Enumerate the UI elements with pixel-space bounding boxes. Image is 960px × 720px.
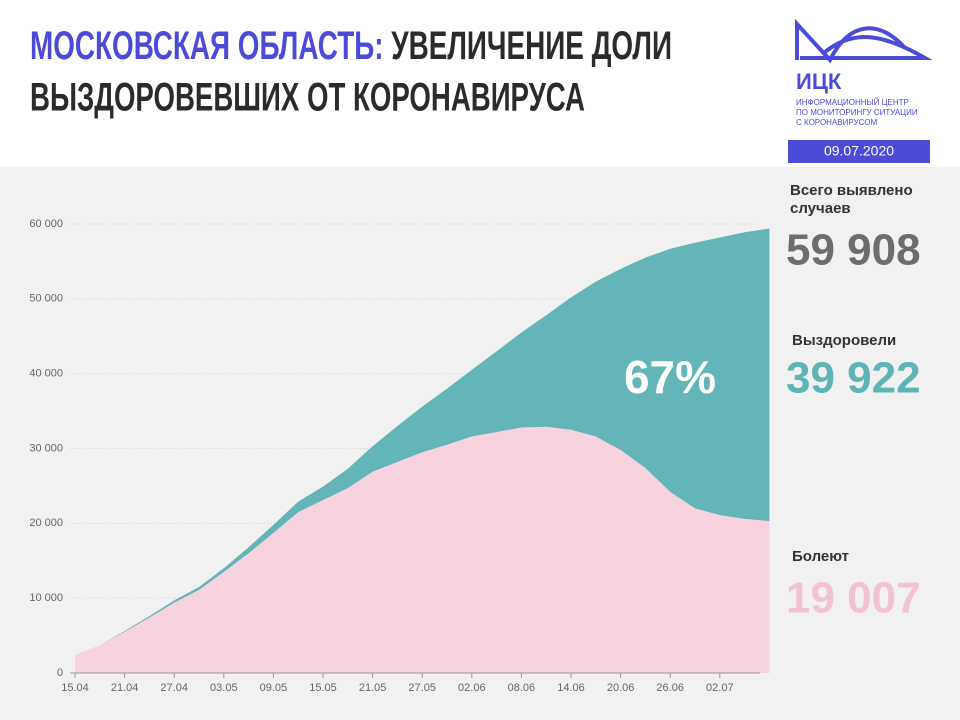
annotation: 67%	[624, 351, 716, 403]
logo-name: ИЦК	[796, 69, 842, 94]
x-tick-label: 08.06	[508, 682, 536, 694]
logo-text: С КОРОНАВИРУСОМ	[796, 118, 877, 127]
x-tick-label: 02.07	[706, 682, 734, 694]
total-label-box: Всего выявлено случаев	[790, 182, 913, 217]
total-label: Всего выявлено случаев	[790, 182, 913, 217]
x-tick-label: 21.04	[111, 682, 139, 694]
date-box	[788, 140, 930, 163]
legend-label: Болеют	[792, 548, 849, 565]
date: 09.07.2020	[824, 143, 894, 159]
total-value: 59 908	[786, 226, 921, 275]
y-tick-label: 20 000	[29, 517, 63, 529]
y-tick-label: 60 000	[29, 218, 63, 230]
area	[75, 426, 770, 673]
x-tick-label: 14.06	[557, 682, 585, 694]
title-line-1: МОСКОВСКАЯ ОБЛАСТЬ: УВЕЛИЧЕНИЕ ДОЛИ	[30, 24, 672, 68]
logo: ИЦК ИНФОРМАЦИОННЫЙ ЦЕНТР ПО МОНИТОРИНГУ …	[788, 18, 933, 163]
y-tick-label: 0	[57, 667, 63, 679]
x-tick-label: 27.04	[160, 682, 188, 694]
area	[75, 228, 770, 656]
areas	[75, 228, 770, 673]
title-text: УВЕЛИЧЕНИЕ ДОЛИ	[391, 24, 672, 68]
x-tick-label: 15.04	[61, 682, 89, 694]
x-tick-label: 15.05	[309, 682, 337, 694]
x-tick-label: 27.05	[408, 682, 436, 694]
x-tick-label: 26.06	[656, 682, 684, 694]
x-tick-label: 09.05	[260, 682, 288, 694]
title-line-2: ВЫЗДОРОВЕВШИХ ОТ КОРОНАВИРУСА	[30, 76, 585, 120]
x-tick-label: 02.06	[458, 682, 486, 694]
y-tick-label: 50 000	[29, 293, 63, 305]
logo-text: ИНФОРМАЦИОННЫЙ ЦЕНТР	[796, 98, 909, 107]
legend-value: 39 922	[786, 354, 921, 403]
y-tick-label: 30 000	[29, 442, 63, 454]
plot: 0 10 000 20 000 30 000 40 000 50 000 60 000 15.…	[29, 218, 770, 694]
logo-icon	[795, 18, 933, 64]
x-tick-label: 20.06	[607, 682, 635, 694]
x-tick-label: 21.05	[359, 682, 387, 694]
y-tick-label: 10 000	[29, 592, 63, 604]
y-tick-label: 40 000	[29, 368, 63, 380]
title-highlight: МОСКОВСКАЯ ОБЛАСТЬ:	[30, 24, 384, 68]
legend-label: Выздоровели	[792, 332, 896, 349]
legend-value: 19 007	[786, 574, 921, 623]
logo-text: ПО МОНИТОРИНГУ СИТУАЦИИ	[796, 108, 918, 117]
x-tick-label: 03.05	[210, 682, 238, 694]
